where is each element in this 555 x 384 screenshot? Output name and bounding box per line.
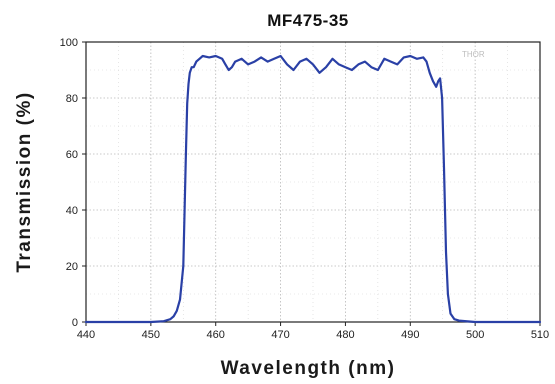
- watermark: THOR: [462, 50, 485, 59]
- y-tick-label: 20: [66, 261, 78, 273]
- x-tick-label: 450: [142, 329, 160, 341]
- x-tick-label: 440: [77, 329, 95, 341]
- y-tick-label: 80: [66, 93, 78, 105]
- chart-title: MF475-35: [267, 11, 348, 30]
- y-tick-label: 0: [72, 317, 78, 329]
- x-tick-label: 480: [336, 329, 354, 341]
- y-axis-label: Transmission (%): [14, 91, 35, 272]
- x-tick-label: 490: [401, 329, 419, 341]
- plot-frame: [85, 41, 541, 323]
- x-tick-label: 500: [466, 329, 484, 341]
- y-tick-label: 40: [66, 205, 78, 217]
- x-axis-label: Wavelength (nm): [221, 358, 396, 379]
- y-tick-label: 60: [66, 149, 78, 161]
- x-tick-label: 470: [271, 329, 289, 341]
- x-tick-label: 460: [207, 329, 225, 341]
- x-tick-label: 510: [531, 329, 549, 341]
- transmission-series-line: [84, 54, 542, 324]
- y-tick-label: 100: [60, 37, 78, 49]
